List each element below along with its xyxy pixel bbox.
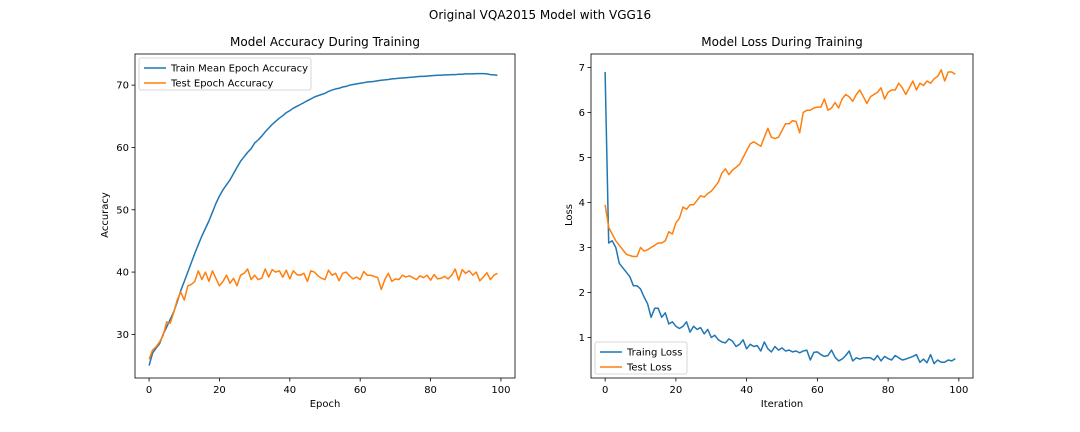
loss-legend-label: Traing Loss (626, 348, 682, 359)
loss-legend-label: Test Loss (626, 363, 672, 374)
accuracy-legend-label: Test Epoch Accuracy (170, 79, 273, 90)
accuracy-y-axis-label: Accuracy (100, 192, 111, 238)
accuracy-x-tick-label: 40 (283, 385, 296, 396)
accuracy-x-axis-label: Epoch (310, 399, 341, 410)
accuracy-x-tick-label: 100 (491, 385, 510, 396)
loss-series-line-0 (604, 71, 956, 365)
loss-y-tick-label: 1 (579, 333, 585, 344)
loss-y-tick-label: 4 (579, 198, 585, 209)
accuracy-series-line-0 (148, 72, 498, 366)
loss-x-tick-label: 20 (670, 385, 683, 396)
accuracy-x-tick-label: 60 (354, 385, 367, 396)
loss-x-tick-label: 0 (602, 385, 608, 396)
loss-x-tick-label: 80 (882, 385, 895, 396)
loss-y-tick-label: 2 (579, 288, 585, 299)
accuracy-y-tick-label: 60 (116, 143, 129, 154)
loss-axes-frame (590, 53, 974, 379)
accuracy-y-tick-label: 30 (116, 330, 129, 341)
loss-y-axis-label: Loss (564, 204, 575, 226)
loss-chart: Model Loss During Training Iteration Los… (564, 35, 974, 410)
loss-y-tick-label: 5 (579, 153, 585, 164)
loss-x-tick-label: 60 (811, 385, 824, 396)
accuracy-legend-box (138, 57, 312, 91)
accuracy-x-tick-label: 20 (213, 385, 226, 396)
loss-series-line-1 (604, 69, 956, 258)
loss-y-tick-label: 3 (579, 243, 585, 254)
accuracy-chart-title: Model Accuracy During Training (230, 35, 420, 49)
accuracy-x-tick-label: 80 (424, 385, 437, 396)
accuracy-legend: Train Mean Epoch Accuracy Test Epoch Accu… (138, 57, 312, 91)
figure-suptitle: Original VQA2015 Model with VGG16 (429, 8, 651, 22)
accuracy-y-tick-label: 50 (116, 205, 129, 216)
accuracy-x-tick-label: 0 (146, 385, 152, 396)
accuracy-series-line-1 (148, 268, 498, 360)
loss-x-tick-label: 40 (740, 385, 753, 396)
accuracy-legend-label: Train Mean Epoch Accuracy (170, 64, 308, 75)
loss-y-tick-label: 7 (579, 63, 585, 74)
loss-y-tick-label: 6 (579, 108, 585, 119)
loss-x-axis-label: Iteration (761, 399, 803, 410)
accuracy-y-tick-label: 40 (116, 268, 129, 279)
accuracy-chart: Model Accuracy During Training Epoch Acc… (100, 35, 516, 410)
loss-legend-box (594, 341, 688, 375)
accuracy-axes-frame (134, 53, 516, 379)
loss-x-tick-label: 100 (949, 385, 968, 396)
accuracy-y-tick-label: 70 (116, 81, 129, 92)
loss-chart-title: Model Loss During Training (701, 35, 862, 49)
loss-legend: Traing Loss Test Loss (594, 341, 688, 375)
